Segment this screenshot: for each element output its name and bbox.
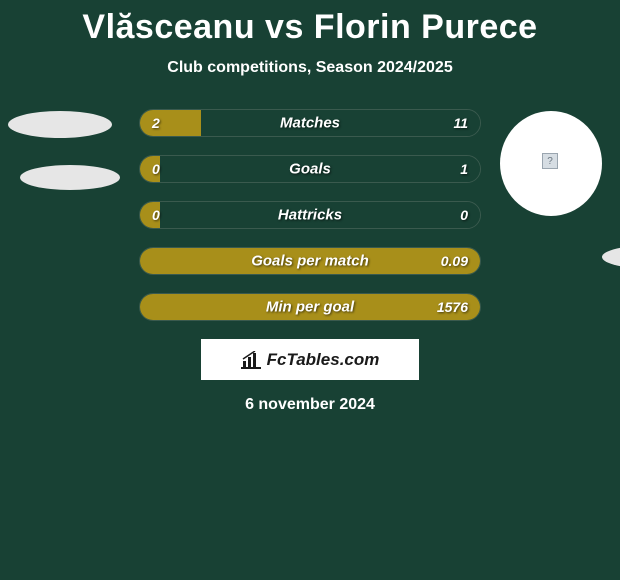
stat-bar-row: Min per goal 1576 — [139, 293, 481, 321]
stat-bar-row: Goals per match 0.09 — [139, 247, 481, 275]
stat-bar-row: 0 Goals 1 — [139, 155, 481, 183]
bar-value-right: 1 — [460, 161, 468, 177]
bar-value-left: 2 — [152, 115, 160, 131]
left-ellipse-1 — [8, 111, 112, 138]
bar-fill-right — [201, 110, 480, 136]
right-ellipse-shadow — [602, 245, 620, 269]
logo-text: FcTables.com — [267, 350, 380, 370]
page-title: Vlăsceanu vs Florin Purece — [0, 0, 620, 47]
stat-bar-row: 0 Hattricks 0 — [139, 201, 481, 229]
bar-label: Goals — [289, 161, 331, 178]
bar-value-right: 1576 — [437, 299, 468, 315]
bar-label: Goals per match — [251, 253, 369, 270]
page-subtitle: Club competitions, Season 2024/2025 — [0, 59, 620, 77]
left-ellipse-2 — [20, 165, 120, 190]
bar-value-right: 0.09 — [441, 253, 468, 269]
bar-label: Hattricks — [278, 207, 342, 224]
right-avatar-circle: ? — [500, 111, 602, 216]
bar-value-left: 0 — [152, 161, 160, 177]
bar-label: Min per goal — [266, 299, 354, 316]
bar-value-right: 11 — [453, 115, 468, 131]
placeholder-glyph: ? — [547, 156, 553, 167]
chart-icon — [241, 351, 261, 369]
date-text: 6 november 2024 — [0, 396, 620, 414]
stat-bar-row: 2 Matches 11 — [139, 109, 481, 137]
comparison-content: ? 2 Matches 11 0 Goals 1 0 Hattricks 0 Goals per … — [0, 109, 620, 414]
avatar-placeholder-icon: ? — [542, 153, 558, 169]
bar-value-right: 0 — [460, 207, 468, 223]
bar-fill-left — [140, 110, 201, 136]
bar-label: Matches — [280, 115, 340, 132]
bar-value-left: 0 — [152, 207, 160, 223]
logo-box[interactable]: FcTables.com — [201, 339, 419, 380]
stat-bars: 2 Matches 11 0 Goals 1 0 Hattricks 0 Goals per ma… — [139, 109, 481, 321]
